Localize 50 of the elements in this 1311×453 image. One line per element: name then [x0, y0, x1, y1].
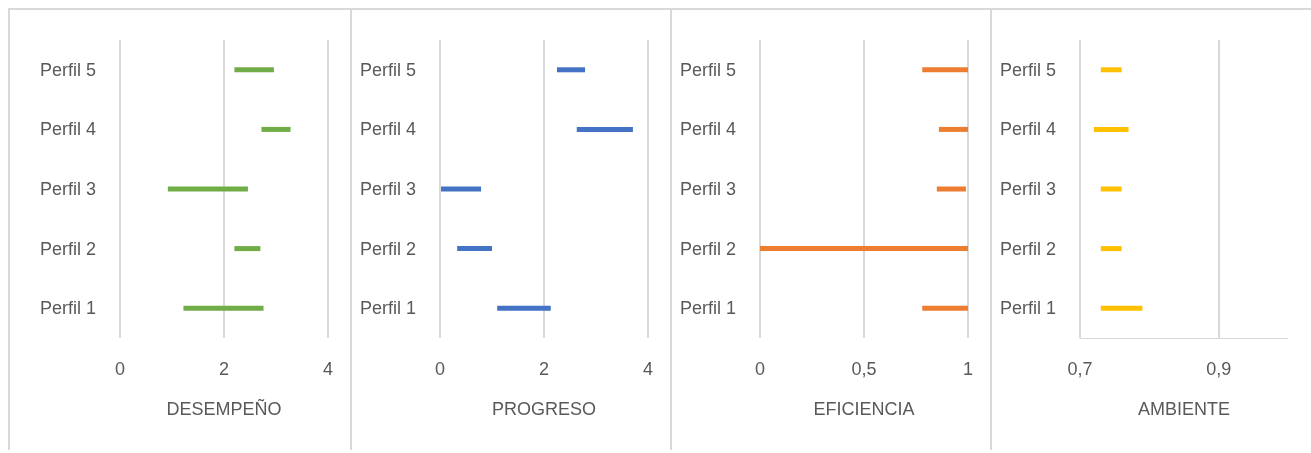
y-tick-label: Perfil 4: [359, 119, 416, 140]
y-tick-label: Perfil 1: [679, 298, 736, 319]
bar: [1100, 67, 1122, 73]
y-tick-label: Perfil 4: [999, 119, 1056, 140]
y-tick-label: Perfil 5: [39, 59, 96, 80]
y-tick-label: Perfil 1: [359, 298, 416, 319]
y-tick-label: Perfil 3: [359, 179, 416, 199]
y-tick-label: Perfil 2: [39, 238, 96, 259]
x-tick-label: 0: [754, 359, 766, 379]
bar: [234, 246, 261, 252]
bar: [167, 186, 248, 192]
y-tick-label: Perfil 2: [359, 238, 416, 259]
y-tick-label: Perfil 5: [679, 59, 736, 80]
x-axis-title: AMBIENTE: [1137, 399, 1231, 419]
y-tick-label: Perfil 3: [999, 179, 1056, 199]
bar: [183, 305, 264, 311]
bar: [1100, 305, 1143, 311]
bar: [1100, 186, 1122, 192]
x-tick-label: 0,9: [1206, 359, 1232, 379]
x-tick-label: 4: [642, 359, 654, 379]
y-tick-label: Perfil 2: [679, 238, 736, 259]
bar: [576, 126, 633, 132]
bar: [261, 126, 291, 132]
y-tick-label: Perfil 2: [999, 238, 1056, 259]
y-tick-label: Perfil 5: [359, 59, 416, 80]
y-tick-label: Perfil 4: [39, 119, 96, 140]
bar: [1093, 126, 1129, 132]
x-axis-title: EFICIENCIA: [813, 399, 915, 419]
bar: [557, 67, 586, 73]
x-tick-label: 2: [538, 359, 550, 379]
y-tick-label: Perfil 4: [679, 119, 736, 140]
x-axis-title: DESEMPEÑO: [166, 398, 282, 419]
bar: [1100, 246, 1122, 252]
x-axis-title: PROGRESO: [491, 399, 597, 419]
bar: [234, 67, 274, 73]
y-tick-label: Perfil 3: [679, 179, 736, 199]
x-tick-label: 4: [322, 359, 334, 379]
x-tick-label: 2: [218, 359, 230, 379]
x-tick-label: 0,7: [1067, 359, 1093, 379]
x-tick-label: 1: [962, 359, 974, 379]
y-tick-label: Perfil 1: [999, 298, 1056, 319]
y-tick-label: Perfil 3: [39, 179, 96, 199]
bar: [457, 246, 492, 252]
bar: [441, 186, 482, 192]
x-tick-label: 0,5: [851, 359, 877, 379]
bar: [497, 305, 551, 311]
x-tick-label: 0: [114, 359, 126, 379]
y-tick-label: Perfil 1: [39, 298, 96, 319]
y-tick-label: Perfil 5: [999, 59, 1056, 80]
x-tick-label: 0: [434, 359, 446, 379]
